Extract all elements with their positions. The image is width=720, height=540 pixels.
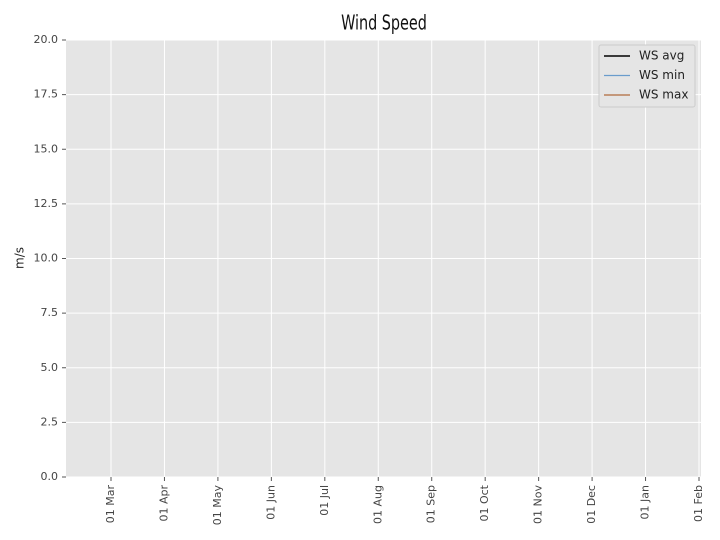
y-tick-label: 12.5 [34,197,59,210]
x-tick-label: 01 Mar [104,485,117,524]
x-tick-label: 01 May [211,485,224,526]
y-tick-label: 0.0 [41,470,59,483]
x-tick-label: 01 Nov [532,485,545,524]
x-tick-label: 01 Aug [371,485,384,524]
legend-label: WS max [639,88,688,102]
x-tick-label: 01 Oct [478,484,491,521]
x-tick-label: 01 Jul [318,485,331,516]
y-tick-label: 2.5 [41,415,59,428]
x-tick-label: 01 Apr [157,485,170,522]
y-tick-label: 5.0 [41,361,59,374]
y-axis-label: m/s [13,247,27,269]
y-tick-label: 10.0 [34,252,59,265]
legend-label: WS min [639,68,685,82]
legend-box [598,44,696,108]
y-tick-label: 17.5 [34,88,59,101]
y-tick-label: 20.0 [34,33,59,46]
y-tick-label: 15.0 [34,142,59,155]
chart-title: Wind Speed [341,12,427,35]
x-tick-label: 01 Feb [692,485,705,522]
x-tick-label: 01 Sep [425,485,438,523]
y-tick-label: 7.5 [41,306,59,319]
x-tick-label: 01 Jan [639,485,652,519]
x-tick-label: 01 Jun [264,485,277,520]
x-tick-label: 01 Dec [585,485,598,524]
legend-label: WS avg [639,49,684,63]
